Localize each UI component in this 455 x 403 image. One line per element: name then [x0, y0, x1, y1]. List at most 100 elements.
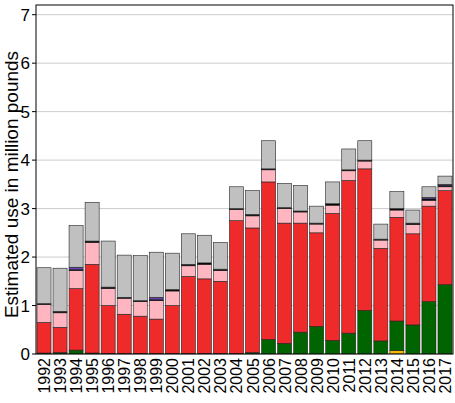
bar-segment: [213, 271, 227, 282]
bar-segment: [310, 206, 324, 223]
bar-segment: [438, 176, 452, 184]
bar-segment: [197, 279, 211, 354]
category-label: 2007: [277, 358, 294, 394]
bar-segment: [422, 200, 436, 206]
bar-segment: [213, 243, 227, 270]
bar-segment: [406, 325, 420, 354]
category-label: 1998: [132, 358, 149, 394]
category-label: 1999: [148, 358, 165, 394]
bar-segment: [262, 170, 276, 182]
grid-line: [36, 63, 453, 64]
bar-segment: [262, 339, 276, 354]
bar-segment: [294, 223, 308, 332]
bar-segment: [85, 243, 99, 265]
bar-segment: [262, 182, 276, 340]
bar-segment: [37, 268, 51, 304]
bar-segment: [213, 281, 227, 353]
bar-segment: [374, 248, 388, 341]
bar-segment: [342, 180, 356, 333]
bar-segment: [278, 209, 292, 224]
category-label: 2013: [373, 358, 390, 394]
category-label: 1993: [52, 358, 69, 394]
bar-segment: [422, 302, 436, 354]
bar-segment: [358, 161, 372, 169]
category-label: 2011: [341, 358, 358, 393]
bar-segment: [165, 306, 179, 354]
chart: 0123456719921993199419951996199719981999…: [0, 0, 455, 403]
bar-segment: [390, 321, 404, 351]
bar-segment: [422, 206, 436, 301]
bar-segment: [246, 228, 260, 353]
bar-segment: [294, 212, 308, 223]
category-label: 2008: [293, 358, 310, 394]
grid-line: [36, 14, 453, 15]
bar-segment: [133, 316, 147, 353]
bar-segment: [69, 226, 83, 268]
bar-segment: [342, 149, 356, 170]
bar-segment: [406, 234, 420, 325]
bar-segment: [438, 185, 452, 186]
category-label: 2016: [421, 358, 438, 394]
bar-segment: [278, 183, 292, 207]
bar-segment: [69, 350, 83, 354]
bar-segment: [165, 291, 179, 306]
bar-segment: [53, 327, 67, 352]
bar-segment: [197, 235, 211, 263]
bar-segment: [85, 264, 99, 353]
tick-mark: [32, 160, 36, 161]
bar-segment: [53, 313, 67, 328]
bar-segment: [406, 225, 420, 234]
category-label: 1997: [116, 358, 133, 394]
category-label: 1992: [36, 358, 53, 394]
bar-segment: [310, 326, 324, 354]
category-label: 2015: [405, 358, 422, 394]
bar-segment: [374, 224, 388, 239]
bar-segment: [101, 306, 115, 354]
tick-mark: [32, 257, 36, 258]
category-label: 2012: [357, 358, 374, 394]
bar-segment: [406, 210, 420, 223]
bar-segment: [37, 322, 51, 353]
tick-mark: [32, 111, 36, 112]
bar-segment: [390, 351, 404, 354]
category-label: 2004: [228, 358, 245, 394]
bar-segment: [278, 343, 292, 354]
plot-frame: [36, 5, 453, 354]
bar-segment: [149, 319, 163, 353]
bar-segment: [374, 341, 388, 354]
bar-segment: [326, 340, 340, 354]
bar-segment: [326, 213, 340, 340]
bar-segment: [69, 271, 83, 289]
bar-segment: [342, 333, 356, 354]
bar-segment: [181, 266, 195, 277]
bar-segment: [390, 217, 404, 321]
bar-segment: [374, 240, 388, 248]
bar-segment: [133, 302, 147, 317]
tick-mark: [32, 208, 36, 209]
bar-segment: [85, 202, 99, 241]
bar-segment: [342, 171, 356, 181]
tick-label: 7: [21, 6, 30, 25]
category-label: 2006: [261, 358, 278, 394]
category-label: 2010: [325, 358, 342, 394]
bar-segment: [390, 210, 404, 217]
bar-segment: [229, 221, 243, 354]
bar-segment: [149, 252, 163, 297]
category-label: 2005: [245, 358, 262, 394]
bar-segment: [358, 169, 372, 311]
axis-title: Estimated use in million pounds: [1, 51, 22, 318]
bars: [37, 141, 452, 354]
category-label: 2014: [389, 358, 406, 394]
grid-line: [36, 111, 453, 112]
category-label: 2017: [437, 358, 454, 394]
bar-segment: [246, 216, 260, 228]
category-label: 2001: [180, 358, 197, 394]
tick-label: 0: [21, 345, 30, 364]
bar-segment: [117, 298, 131, 314]
bar-segment: [438, 191, 452, 285]
bar-segment: [262, 141, 276, 169]
grid-line: [36, 160, 453, 161]
tick-mark: [32, 63, 36, 64]
category-label: 2002: [196, 358, 213, 394]
category-label: 1996: [100, 358, 117, 394]
